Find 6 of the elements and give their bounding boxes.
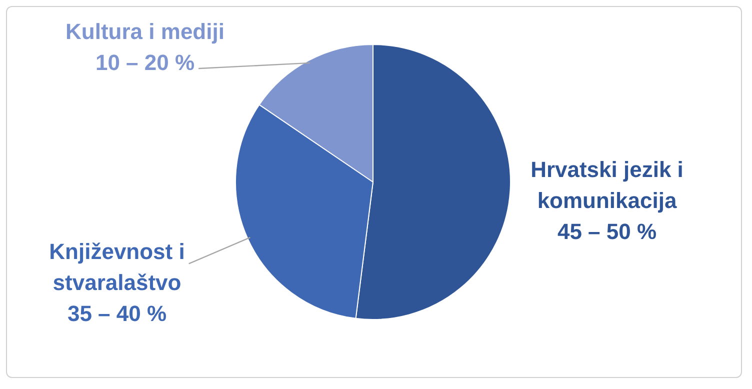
slice-label: Kultura i mediji (66, 19, 224, 44)
text: 10 – 20 % (95, 50, 195, 76)
slice-label: Hrvatski jezik i komunikacija (530, 157, 684, 214)
slice-label: Književnost i stvaralaštvo (49, 239, 185, 296)
text: 35 – 40 % (67, 301, 167, 326)
text: 45 – 50 % (557, 219, 657, 244)
